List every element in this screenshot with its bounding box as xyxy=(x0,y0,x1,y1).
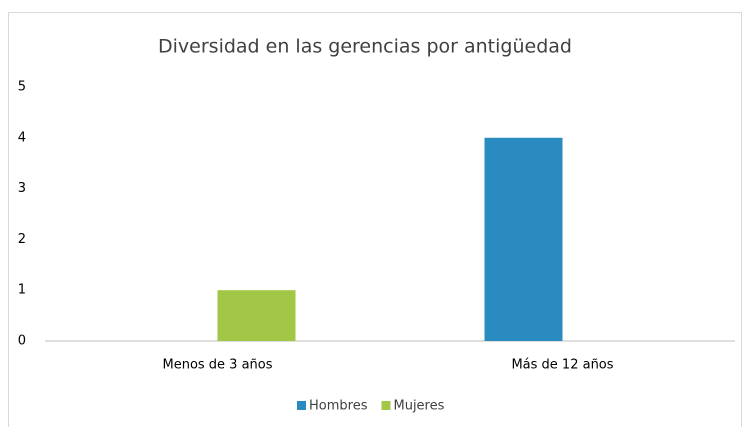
y-tick-label: 0 xyxy=(18,334,26,349)
legend-swatch xyxy=(297,401,306,410)
y-tick-label: 4 xyxy=(18,130,26,145)
y-tick-label: 2 xyxy=(18,232,26,247)
chart-title: Diversidad en las gerencias por antigüed… xyxy=(158,36,572,58)
y-tick-label: 3 xyxy=(18,181,26,196)
bar xyxy=(484,137,563,341)
bar xyxy=(217,290,296,341)
x-tick-label: Más de 12 años xyxy=(511,358,613,373)
legend-swatch xyxy=(381,401,391,410)
legend-label: Hombres xyxy=(309,399,368,414)
chart-border xyxy=(8,12,742,427)
legend-label: Mujeres xyxy=(393,399,444,414)
y-tick-label: 5 xyxy=(18,80,26,95)
y-tick-label: 1 xyxy=(18,283,26,298)
x-tick-label: Menos de 3 años xyxy=(162,358,272,373)
